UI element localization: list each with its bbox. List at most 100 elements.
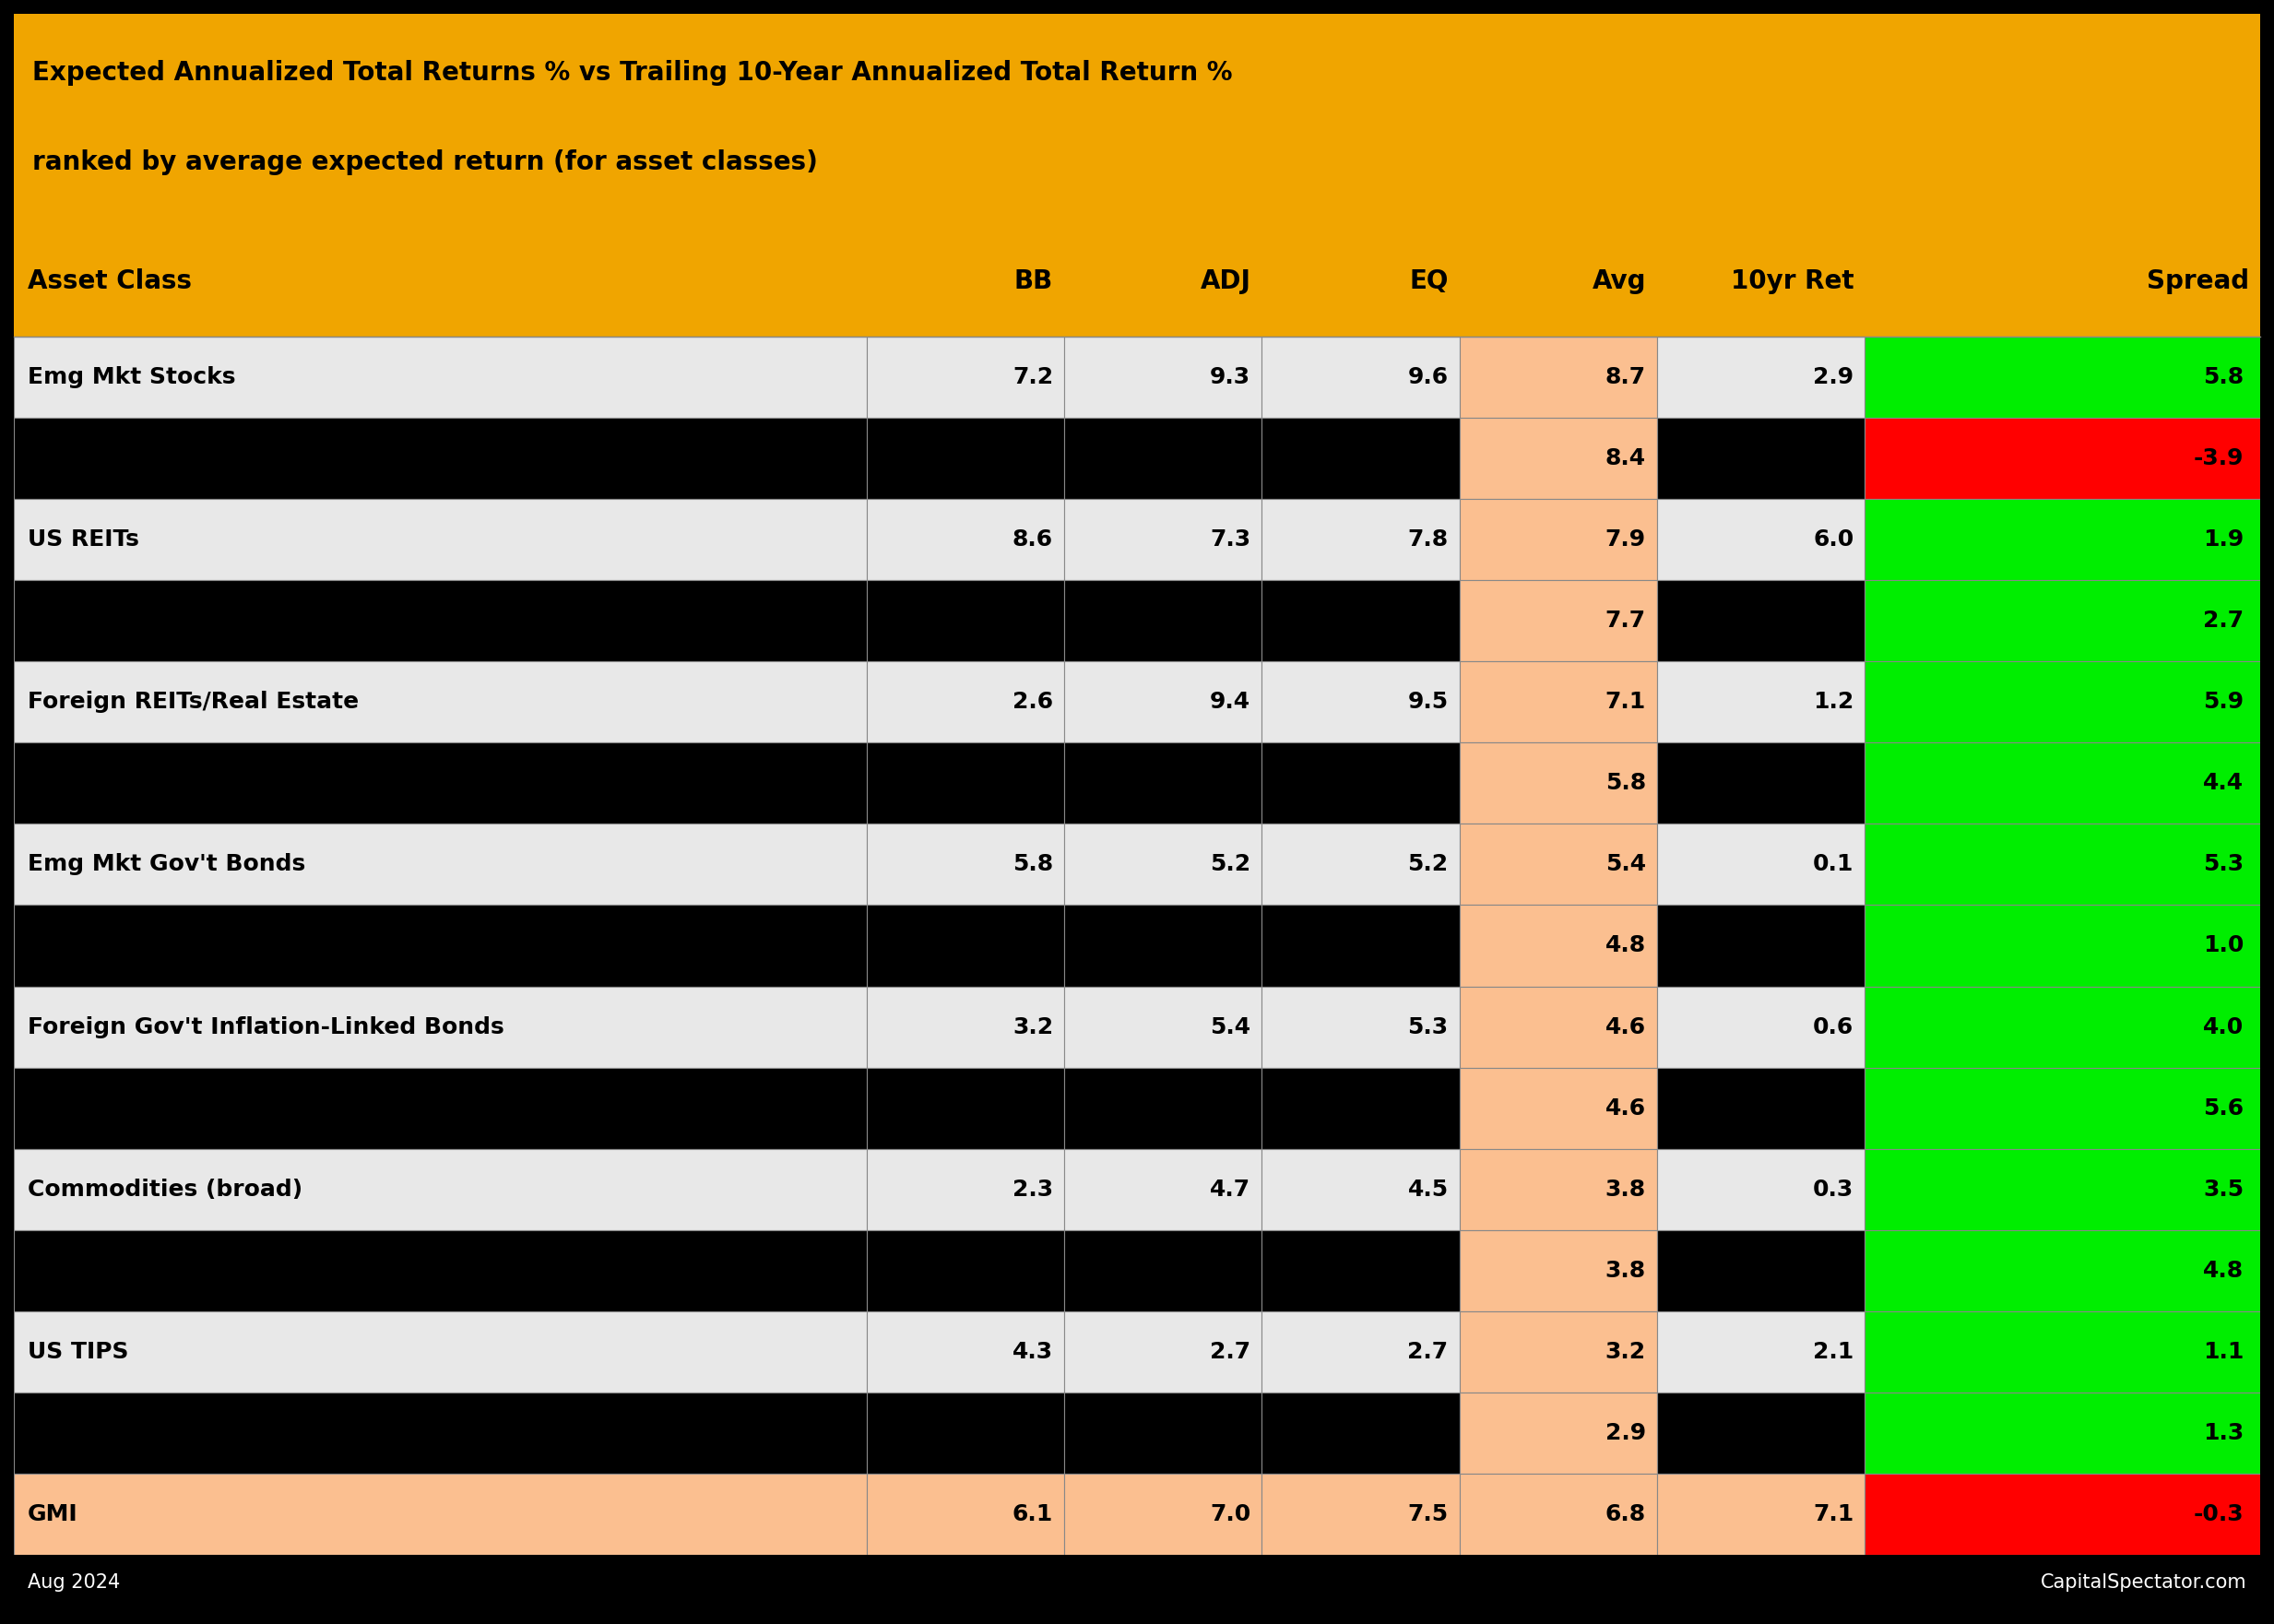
Bar	[1064, 1392, 1262, 1473]
Text: -3.9: -3.9	[2194, 447, 2244, 469]
Text: 4.5: 4.5	[1408, 1179, 1449, 1200]
Text: 5.3: 5.3	[1408, 1017, 1449, 1038]
Bar	[1658, 1392, 1865, 1473]
Text: 7.1: 7.1	[1812, 1504, 1853, 1525]
Text: 0.6: 0.6	[1812, 1017, 1853, 1038]
Text: Aug 2024: Aug 2024	[27, 1574, 121, 1592]
Text: 3.2: 3.2	[1605, 1341, 1646, 1363]
Bar	[1262, 499, 1460, 580]
Bar	[14, 580, 866, 661]
Bar	[1262, 1229, 1460, 1311]
Bar	[1865, 417, 2260, 499]
Bar	[1658, 905, 1865, 986]
Text: 4.0: 4.0	[2204, 1017, 2244, 1038]
Bar	[1658, 1311, 1865, 1392]
Text: 4.8: 4.8	[2204, 1260, 2244, 1281]
Text: 6.0: 6.0	[1812, 528, 1853, 551]
Text: 5.6: 5.6	[2204, 1098, 2244, 1119]
Bar	[14, 336, 866, 417]
Bar	[1262, 336, 1460, 417]
Bar	[1658, 742, 1865, 823]
Bar	[14, 1311, 866, 1392]
Text: 2.7: 2.7	[1210, 1341, 1251, 1363]
Text: 8.6: 8.6	[1012, 528, 1053, 551]
Text: 4.6: 4.6	[1605, 1098, 1646, 1119]
Bar	[1064, 1148, 1262, 1229]
Bar	[1865, 1473, 2260, 1554]
Bar	[1064, 823, 1262, 905]
Bar	[1865, 742, 2260, 823]
Text: 5.2: 5.2	[1210, 854, 1251, 875]
Text: Emg Mkt Stocks: Emg Mkt Stocks	[27, 365, 236, 388]
Bar	[1865, 661, 2260, 742]
Text: 5.9: 5.9	[2204, 690, 2244, 713]
Bar	[866, 1311, 1064, 1392]
Bar	[1658, 986, 1865, 1067]
Text: BB: BB	[1014, 268, 1053, 294]
Bar	[1460, 580, 1658, 661]
Bar	[1658, 580, 1865, 661]
Bar	[1262, 1148, 1460, 1229]
Text: 2.7: 2.7	[1408, 1341, 1449, 1363]
Bar	[1460, 499, 1658, 580]
Bar	[1658, 1067, 1865, 1148]
Bar	[1064, 580, 1262, 661]
Text: 7.8: 7.8	[1408, 528, 1449, 551]
Text: 4.6: 4.6	[1605, 1017, 1646, 1038]
Bar	[1658, 1148, 1865, 1229]
Bar	[14, 905, 866, 986]
Text: 9.3: 9.3	[1210, 365, 1251, 388]
Text: Spread: Spread	[2147, 268, 2249, 294]
Bar	[1658, 823, 1865, 905]
Bar	[1460, 1148, 1658, 1229]
Text: 9.6: 9.6	[1408, 365, 1449, 388]
Bar	[866, 742, 1064, 823]
Bar	[866, 1473, 1064, 1554]
Bar	[14, 986, 866, 1067]
Text: 4.7: 4.7	[1210, 1179, 1251, 1200]
Bar	[14, 1067, 866, 1148]
Text: 3.2: 3.2	[1012, 1017, 1053, 1038]
Bar	[866, 336, 1064, 417]
Text: 4.8: 4.8	[1605, 935, 1646, 957]
Bar	[1064, 905, 1262, 986]
Bar	[1262, 742, 1460, 823]
Text: 7.0: 7.0	[1210, 1504, 1251, 1525]
Bar	[14, 1554, 2260, 1609]
Text: 2.6: 2.6	[1012, 690, 1053, 713]
Bar	[1460, 823, 1658, 905]
Bar	[14, 226, 2260, 336]
Text: EQ: EQ	[1410, 268, 1449, 294]
Bar	[1064, 1311, 1262, 1392]
Bar	[1064, 742, 1262, 823]
Bar	[14, 1473, 866, 1554]
Bar	[1460, 1473, 1658, 1554]
Bar	[1262, 417, 1460, 499]
Bar	[1460, 905, 1658, 986]
Bar	[1865, 499, 2260, 580]
Text: ADJ: ADJ	[1201, 268, 1251, 294]
Text: 3.8: 3.8	[1605, 1260, 1646, 1281]
Bar	[1064, 499, 1262, 580]
Text: 2.1: 2.1	[1812, 1341, 1853, 1363]
Text: 7.9: 7.9	[1605, 528, 1646, 551]
Bar	[1658, 1229, 1865, 1311]
Bar	[14, 661, 866, 742]
Bar	[14, 1229, 866, 1311]
Bar	[1865, 580, 2260, 661]
Bar	[1262, 1473, 1460, 1554]
Bar	[1865, 986, 2260, 1067]
Bar	[1865, 1067, 2260, 1148]
Text: 5.4: 5.4	[1210, 1017, 1251, 1038]
Bar	[1262, 823, 1460, 905]
Text: 1.0: 1.0	[2204, 935, 2244, 957]
Text: 1.3: 1.3	[2204, 1423, 2244, 1444]
Text: 9.5: 9.5	[1408, 690, 1449, 713]
Bar	[866, 823, 1064, 905]
Bar	[866, 986, 1064, 1067]
Bar	[1658, 1473, 1865, 1554]
Bar	[1460, 336, 1658, 417]
Bar	[1460, 1229, 1658, 1311]
Bar	[1658, 499, 1865, 580]
Bar	[1658, 661, 1865, 742]
